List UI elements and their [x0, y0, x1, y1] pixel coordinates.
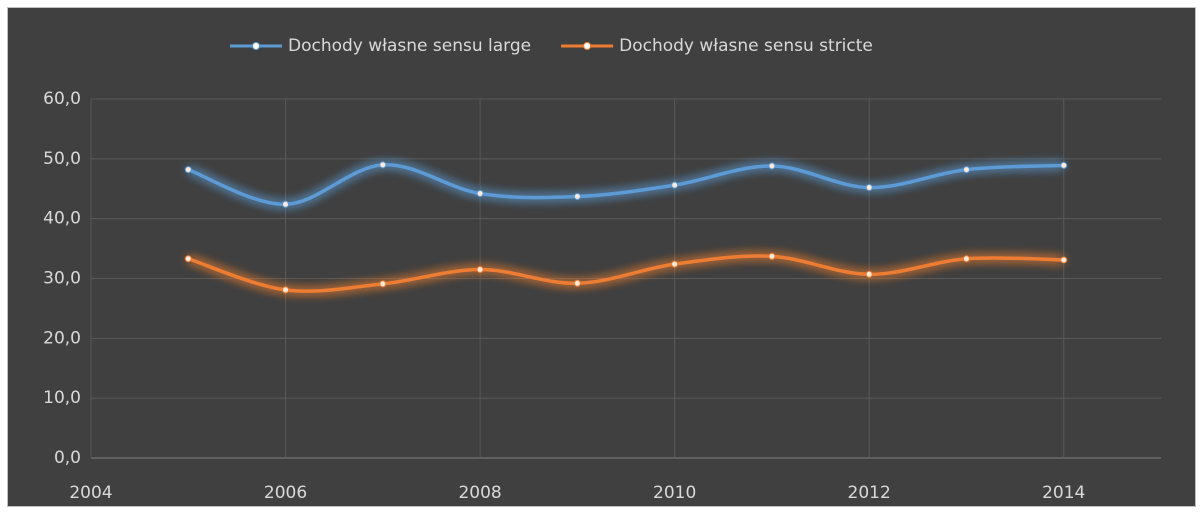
- data-point: [671, 260, 679, 268]
- legend-marker: [252, 42, 260, 50]
- data-point: [865, 270, 873, 278]
- data-point: [282, 200, 290, 208]
- x-tick-label: 2004: [69, 483, 112, 503]
- data-point: [573, 279, 581, 287]
- x-tick-label: 2006: [264, 483, 307, 503]
- x-tick-label: 2008: [458, 483, 501, 503]
- y-tick-label: 40,0: [43, 209, 81, 229]
- data-point: [476, 266, 484, 274]
- data-point: [768, 162, 776, 170]
- data-point: [379, 280, 387, 288]
- y-tick-label: 10,0: [43, 388, 81, 408]
- y-tick-label: 20,0: [43, 328, 81, 348]
- y-tick-label: 50,0: [43, 149, 81, 169]
- data-point: [865, 184, 873, 192]
- data-point: [573, 193, 581, 201]
- data-point: [671, 181, 679, 189]
- data-point: [184, 255, 192, 263]
- data-point: [184, 166, 192, 174]
- data-point: [768, 252, 776, 260]
- legend-marker: [583, 42, 592, 50]
- data-point: [476, 190, 484, 198]
- legend-label: Dochody własne sensu stricte: [619, 36, 873, 56]
- y-tick-label: 60,0: [43, 89, 81, 109]
- x-tick-label: 2012: [848, 483, 891, 503]
- data-point: [282, 286, 290, 294]
- y-tick-label: 0,0: [54, 448, 81, 468]
- data-point: [962, 255, 970, 263]
- y-tick-label: 30,0: [43, 269, 81, 289]
- series-line: [187, 254, 1064, 293]
- series-line: [187, 163, 1064, 207]
- data-point: [962, 166, 970, 174]
- data-point: [379, 161, 387, 169]
- data-point: [1060, 256, 1068, 264]
- x-tick-label: 2010: [653, 483, 696, 503]
- data-point: [1060, 161, 1068, 169]
- legend-label: Dochody własne sensu large: [288, 36, 531, 56]
- x-tick-label: 2014: [1042, 483, 1085, 503]
